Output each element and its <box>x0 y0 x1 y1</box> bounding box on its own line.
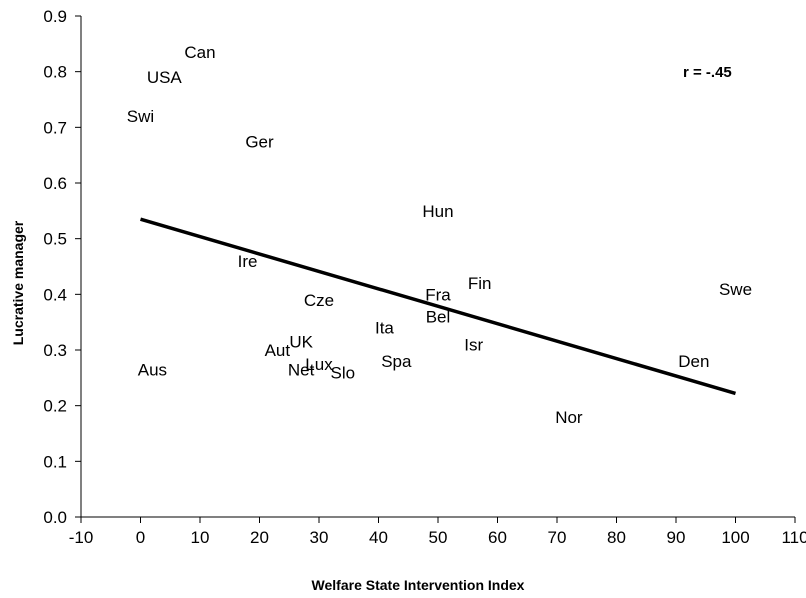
point-label-slo: Slo <box>331 363 356 382</box>
y-tick-label: 0.2 <box>43 397 67 416</box>
x-tick-label: 110 <box>781 528 806 547</box>
y-tick-label: 0.4 <box>43 285 67 304</box>
point-label-aut: Aut <box>265 341 291 360</box>
point-label-ger: Ger <box>245 132 274 151</box>
x-tick-label: 0 <box>136 528 145 547</box>
point-label-isr: Isr <box>464 335 483 354</box>
x-tick-label: 80 <box>607 528 626 547</box>
x-tick-label: 70 <box>548 528 567 547</box>
y-tick-label: 0.9 <box>43 7 67 26</box>
x-tick-label: 20 <box>250 528 269 547</box>
point-label-can: Can <box>184 43 215 62</box>
point-label-nor: Nor <box>555 408 583 427</box>
correlation-annotation: r = -.45 <box>683 64 732 81</box>
x-tick-label: -10 <box>69 528 94 547</box>
tick-labels: -10 0 10 20 30 40 50 60 70 80 90 100 110 0.0 0.1 0.2 0.3… <box>43 7 806 547</box>
x-tick-label: 60 <box>488 528 507 547</box>
point-label-usa: USA <box>147 68 183 87</box>
x-tick-label: 90 <box>667 528 686 547</box>
axes <box>75 15 796 523</box>
point-label-uk: UK <box>289 333 313 352</box>
y-tick-label: 0.5 <box>43 230 67 249</box>
point-label-fra: Fra <box>425 285 451 304</box>
y-tick-label: 0.3 <box>43 341 67 360</box>
point-label-aus: Aus <box>138 360 167 379</box>
point-label-ita: Ita <box>375 319 394 338</box>
x-tick-label: 10 <box>191 528 210 547</box>
x-tick-label: 100 <box>721 528 749 547</box>
point-label-swe: Swe <box>719 280 752 299</box>
x-axis-title: Welfare State Intervention Index <box>312 577 525 593</box>
y-tick-label: 0.1 <box>43 452 67 471</box>
y-tick-label: 0.7 <box>43 118 67 137</box>
y-tick-label: 0.6 <box>43 174 67 193</box>
y-axis-title: Lucrative manager <box>10 220 26 345</box>
point-label-lux: Lux <box>305 355 333 374</box>
point-label-net: Net <box>288 360 315 379</box>
point-label-bel: Bel <box>426 308 451 327</box>
point-label-cze: Cze <box>304 291 334 310</box>
point-label-hun: Hun <box>422 202 453 221</box>
x-tick-label: 40 <box>369 528 388 547</box>
trendline <box>140 217 736 396</box>
point-label-ire: Ire <box>238 252 258 271</box>
y-tick-label: 0.8 <box>43 63 67 82</box>
x-tick-label: 30 <box>310 528 329 547</box>
point-label-den: Den <box>678 352 709 371</box>
point-label-fin: Fin <box>468 274 492 293</box>
point-label-spa: Spa <box>381 352 412 371</box>
x-tick-label: 50 <box>429 528 448 547</box>
point-label-swi: Swi <box>127 107 154 126</box>
y-tick-label: 0.0 <box>43 508 67 527</box>
